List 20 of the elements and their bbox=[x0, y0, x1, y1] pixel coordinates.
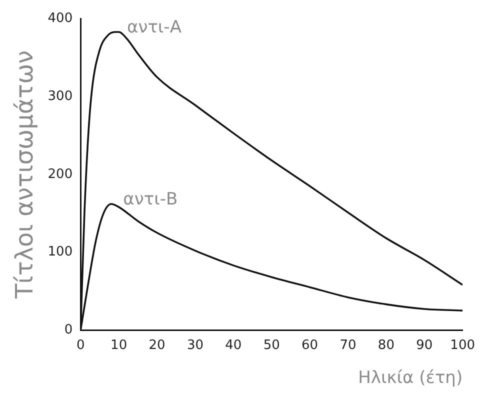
x-tick-label: 60 bbox=[302, 338, 318, 354]
x-tick-label: 90 bbox=[416, 338, 433, 354]
x-tick-label: 100 bbox=[450, 338, 476, 354]
x-axis-title: Ηλικία (έτη) bbox=[358, 368, 463, 388]
x-tick-label: 80 bbox=[378, 338, 394, 354]
y-tick-label: 0 bbox=[64, 322, 73, 338]
x-tick-label: 70 bbox=[340, 338, 356, 354]
x-tick-label: 20 bbox=[148, 338, 166, 354]
x-tick-label: 40 bbox=[225, 338, 242, 354]
x-tick-label: 50 bbox=[263, 338, 280, 354]
y-tick-label: 200 bbox=[48, 166, 73, 182]
series-label: αντι-A bbox=[126, 17, 182, 38]
x-tick-label: 0 bbox=[76, 338, 85, 354]
series-label: αντι-B bbox=[123, 189, 178, 210]
x-tick-label: 10 bbox=[110, 338, 128, 354]
y-tick-label: 400 bbox=[48, 11, 73, 26]
y-tick-label: 100 bbox=[48, 244, 73, 260]
x-tick-label: 30 bbox=[186, 338, 204, 354]
y-tick-label: 300 bbox=[48, 88, 73, 104]
y-axis-title: Τίτλοι αντισωμάτων bbox=[10, 50, 39, 300]
